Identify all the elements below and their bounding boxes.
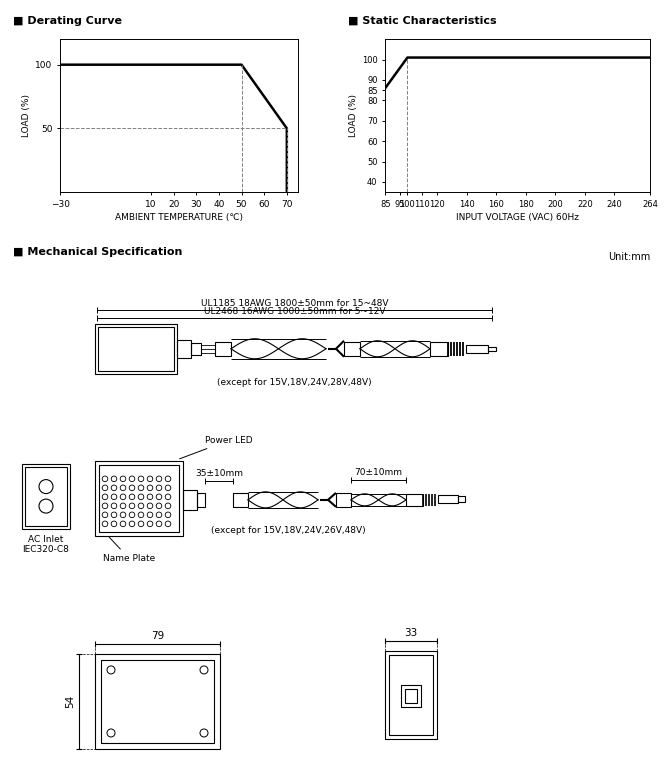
Bar [177, 339, 191, 358]
Y-axis label: LOAD (%): LOAD (%) [348, 94, 358, 137]
Bar [385, 651, 437, 739]
Text: Name Plate: Name Plate [103, 537, 155, 563]
Bar [95, 654, 220, 749]
Bar [389, 655, 433, 735]
Text: 35±10mm: 35±10mm [195, 469, 243, 477]
Text: Power LED: Power LED [180, 436, 253, 459]
Text: (except for 15V,18V,24V,26V,48V): (except for 15V,18V,24V,26V,48V) [210, 526, 365, 535]
Bar [197, 493, 205, 506]
Text: ■ Static Characteristics: ■ Static Characteristics [348, 16, 497, 26]
X-axis label: INPUT VOLTAGE (VAC) 60Hz: INPUT VOLTAGE (VAC) 60Hz [456, 213, 579, 222]
Text: UL2468 16AWG 1000±50mm for 5~12V: UL2468 16AWG 1000±50mm for 5~12V [204, 307, 385, 316]
Bar [101, 660, 214, 743]
Bar [438, 495, 458, 503]
Text: Unit:mm: Unit:mm [608, 252, 650, 263]
Bar [430, 342, 448, 356]
Bar [215, 342, 231, 356]
Text: 54: 54 [65, 695, 75, 708]
Bar [25, 466, 67, 526]
Text: ■ Mechanical Specification: ■ Mechanical Specification [13, 247, 183, 257]
Text: AC Inlet
IEC320-C8: AC Inlet IEC320-C8 [23, 535, 70, 554]
Bar [406, 494, 423, 506]
Text: 70±10mm: 70±10mm [354, 468, 403, 477]
Text: 79: 79 [151, 631, 164, 641]
Bar [99, 465, 179, 532]
Bar [344, 342, 360, 356]
Bar [458, 495, 465, 502]
Bar [401, 685, 421, 707]
Text: (except for 15V,18V,24V,28V,48V): (except for 15V,18V,24V,28V,48V) [217, 378, 372, 387]
Bar [405, 689, 417, 703]
Bar [22, 464, 70, 529]
Y-axis label: LOAD (%): LOAD (%) [22, 94, 31, 137]
Text: UL1185 18AWG 1800±50mm for 15~48V: UL1185 18AWG 1800±50mm for 15~48V [201, 299, 388, 308]
Bar [191, 343, 201, 355]
Bar [488, 347, 496, 350]
Bar [183, 490, 197, 510]
Bar [95, 324, 177, 374]
Bar [336, 493, 351, 506]
Bar [233, 493, 248, 506]
Bar [95, 461, 183, 536]
Bar [466, 345, 488, 353]
Text: ■ Derating Curve: ■ Derating Curve [13, 16, 123, 26]
Bar [98, 327, 174, 371]
X-axis label: AMBIENT TEMPERATURE (℃): AMBIENT TEMPERATURE (℃) [115, 213, 243, 222]
Text: 33: 33 [405, 628, 417, 638]
